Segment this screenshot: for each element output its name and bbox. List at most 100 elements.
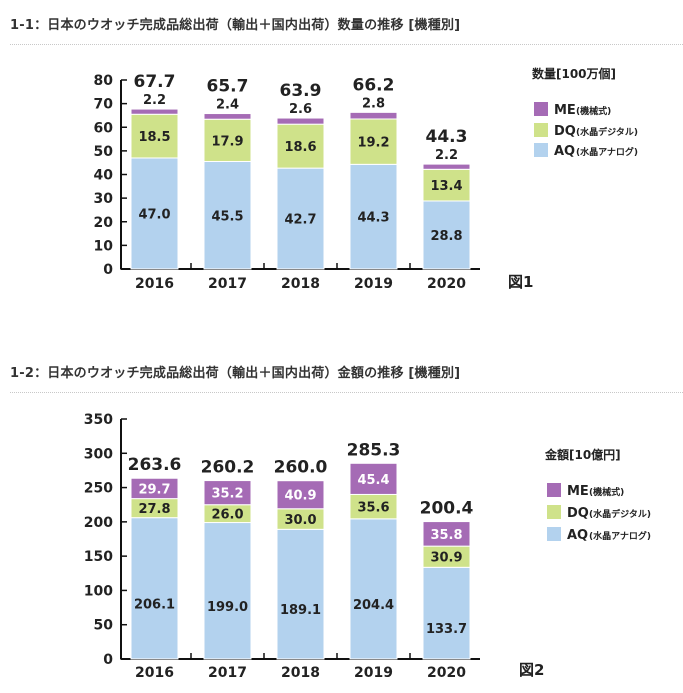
y-tick-label: 80: [94, 73, 114, 89]
y-tick-label: 30: [94, 191, 114, 207]
y-tick-label: 50: [94, 144, 114, 160]
y-tick-label: 250: [84, 481, 113, 497]
total-label: 263.6: [128, 455, 182, 475]
legend-label-me: ME: [554, 103, 576, 118]
legend-swatch-aq: [547, 527, 561, 541]
y-tick-label: 150: [84, 549, 113, 565]
bar-segment-me: [130, 108, 179, 115]
x-tick-label: 2016: [135, 665, 174, 681]
total-label: 200.4: [420, 499, 474, 519]
bar-segment-dq: [422, 168, 471, 202]
total-label: 260.0: [274, 458, 328, 478]
x-tick-label: 2020: [427, 276, 466, 292]
data-label-me: 2.8: [362, 96, 385, 111]
y-tick-label: 0: [103, 652, 113, 668]
x-tick-label: 2020: [427, 665, 466, 681]
legend-label-aq: AQ: [554, 144, 575, 159]
data-label-aq: 44.3: [357, 211, 389, 226]
total-label: 285.3: [347, 440, 401, 460]
figure-label: 図1: [508, 273, 533, 291]
bar-segment-dq: [130, 113, 179, 159]
bar-segment-me: [276, 480, 325, 510]
data-label-me: 40.9: [284, 489, 316, 504]
legend-swatch-me: [534, 102, 548, 116]
data-label-me: 45.4: [357, 473, 389, 488]
legend-swatch-dq: [534, 123, 548, 137]
bar-segment-me: [203, 113, 252, 120]
legend-label-dq: DQ: [567, 506, 589, 521]
total-label: 63.9: [280, 81, 322, 101]
x-tick-label: 2017: [208, 276, 247, 292]
legend-sublabel-me: (機械式): [576, 105, 611, 117]
bar-segment-aq: [276, 167, 325, 270]
x-tick-label: 2016: [135, 276, 174, 292]
y-tick-label: 200: [84, 515, 113, 531]
data-label-dq: 35.6: [357, 501, 389, 516]
data-label-aq: 189.1: [280, 603, 321, 618]
legend-sublabel-aq: (水晶アナログ): [576, 146, 638, 158]
data-label-dq: 30.0: [284, 513, 316, 528]
bar-segment-aq: [422, 566, 471, 660]
x-tick-label: 2018: [281, 276, 320, 292]
total-label: 67.7: [134, 72, 176, 92]
x-tick-label: 2019: [354, 276, 393, 292]
total-label: 66.2: [353, 75, 395, 95]
y-tick-label: 10: [94, 238, 114, 254]
legend-sublabel-dq: (水晶デジタル): [576, 126, 638, 138]
x-tick-label: 2018: [281, 665, 320, 681]
total-label: 65.7: [207, 77, 249, 97]
data-label-aq: 206.1: [134, 597, 175, 612]
bar-segment-me: [349, 111, 398, 120]
data-label-me: 35.8: [430, 528, 462, 543]
data-label-aq: 45.5: [211, 209, 243, 224]
bar-segment-me: [422, 163, 471, 170]
data-label-me: 2.4: [216, 98, 239, 113]
legend-swatch-aq: [534, 143, 548, 157]
unit-label: 数量[100万個]: [532, 66, 616, 81]
legend-label-dq: DQ: [554, 124, 576, 139]
y-tick-label: 0: [103, 262, 113, 278]
bar-segment-me: [203, 480, 252, 506]
section-title-value: 1-2：日本のウオッチ完成品総出荷（輸出＋国内出荷）金額の推移 [機種別]: [10, 366, 461, 381]
x-tick-label: 2019: [354, 665, 393, 681]
section-divider: [10, 392, 683, 393]
data-label-aq: 28.8: [430, 229, 462, 244]
y-tick-label: 70: [94, 97, 114, 113]
legend-swatch-dq: [547, 505, 561, 519]
value-stacked-bar-chart: 0 50 100 150 200 250 300 350 206.1 27.8 29.7 263.6 2…: [84, 412, 651, 681]
total-label: 44.3: [426, 127, 468, 147]
data-label-aq: 42.7: [284, 213, 316, 228]
y-tick-label: 40: [94, 168, 114, 184]
data-label-me: 29.7: [138, 482, 170, 497]
data-label-me: 2.2: [435, 148, 458, 163]
data-label-dq: 30.9: [430, 551, 462, 566]
section-title-quantity: 1-1：日本のウオッチ完成品総出荷（輸出＋国内出荷）数量の推移 [機種別]: [10, 18, 461, 33]
bar-segment-aq: [349, 163, 398, 270]
legend-sublabel-dq: (水晶デジタル): [589, 508, 651, 520]
bar-segment-aq: [130, 517, 179, 660]
data-label-dq: 13.4: [430, 179, 462, 194]
data-label-me: 35.2: [211, 487, 243, 502]
bar-segment-aq: [422, 200, 471, 270]
bar-segment-me: [276, 117, 325, 125]
bar-segment-aq: [203, 522, 252, 660]
bar-segment-dq: [276, 123, 325, 169]
data-label-dq: 18.6: [284, 140, 316, 155]
data-label-aq: 47.0: [138, 207, 170, 222]
legend-sublabel-aq: (水晶アナログ): [589, 530, 651, 542]
legend-label-me: ME: [567, 484, 589, 499]
bar-segment-dq: [349, 493, 398, 520]
y-tick-label: 50: [94, 618, 114, 634]
legend-sublabel-me: (機械式): [589, 486, 624, 498]
data-label-dq: 18.5: [138, 130, 170, 145]
x-tick-label: 2017: [208, 665, 247, 681]
y-tick-label: 300: [84, 446, 113, 462]
data-label-me: 2.2: [143, 93, 166, 108]
data-label-aq: 204.4: [353, 598, 394, 613]
data-label-dq: 27.8: [138, 502, 170, 517]
data-label-dq: 26.0: [211, 508, 243, 523]
bar-segment-aq: [276, 528, 325, 660]
legend-label-aq: AQ: [567, 528, 588, 543]
data-label-dq: 19.2: [357, 136, 389, 151]
bar-segment-me: [422, 521, 471, 547]
